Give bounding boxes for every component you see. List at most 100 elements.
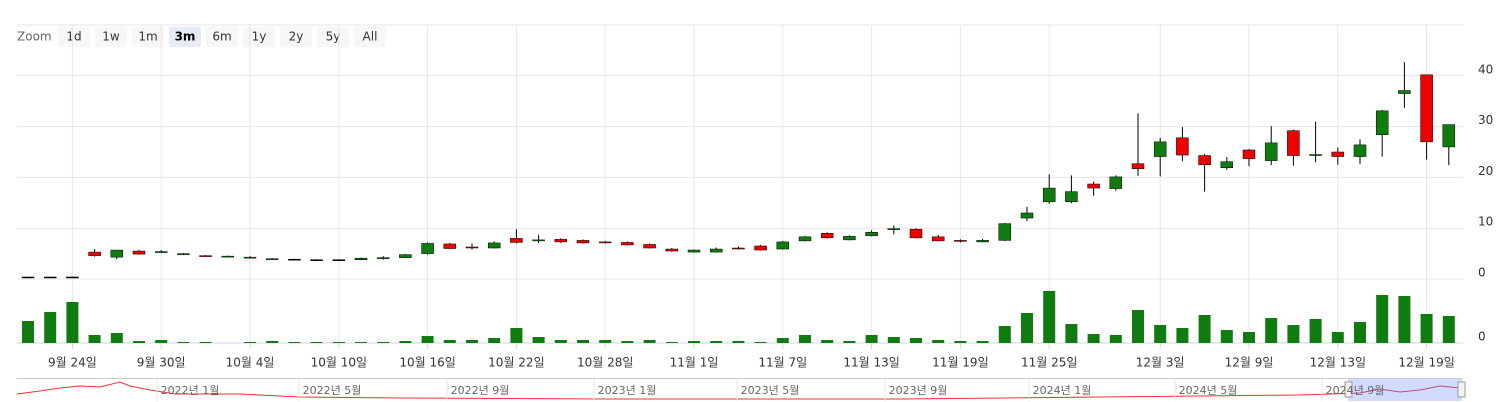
volume-bar — [599, 340, 612, 343]
zoom-label: Zoom — [17, 30, 52, 44]
zoom-bar: Zoom 1d 1w 1m 3m 6m 1y 2y 5y All — [17, 27, 386, 47]
zoom-button[interactable]: 5y — [317, 27, 349, 47]
x-tick-label: 10월 28일 — [577, 356, 633, 370]
volume-bar — [710, 341, 723, 343]
zoom-button[interactable]: 1w — [95, 27, 127, 47]
volume-bar — [22, 321, 34, 343]
volume-bar — [310, 342, 323, 343]
zoom-button-label[interactable]: 1w — [102, 30, 120, 44]
candle-body — [732, 247, 745, 250]
zoom-button-bg[interactable] — [206, 27, 238, 47]
volume-bar — [355, 342, 367, 343]
candle-body — [510, 238, 523, 243]
volume-bar — [199, 342, 212, 343]
y-tick-label: 0 — [1478, 330, 1486, 344]
nav-label: 2024년 5월 — [1179, 384, 1238, 397]
candle-body — [487, 242, 501, 249]
volume-bar — [377, 342, 390, 343]
candle-body — [1331, 151, 1345, 157]
volume-bar — [66, 302, 79, 343]
volume-bar — [621, 341, 634, 343]
volume-bar — [133, 341, 145, 343]
zoom-button-label[interactable]: 6m — [212, 30, 231, 44]
candle-body — [1131, 163, 1145, 170]
volume-bar — [688, 341, 700, 343]
volume-bar — [887, 337, 900, 343]
volume-bar — [110, 333, 123, 343]
zoom-button-label[interactable]: 1d — [66, 30, 81, 44]
nav-handle[interactable] — [1344, 381, 1353, 398]
candle-body — [1398, 90, 1411, 94]
volume-bar — [1109, 335, 1122, 343]
candle-body — [110, 249, 124, 258]
x-tick-label: 10월 10일 — [311, 356, 367, 370]
zoom-button-label[interactable]: 1m — [138, 30, 157, 44]
nav-handle[interactable] — [1457, 381, 1466, 398]
zoom-button-bg[interactable] — [243, 27, 275, 47]
candle-body — [887, 228, 901, 230]
y-tick-label: 0 — [1478, 266, 1486, 280]
volume-bar — [1265, 318, 1278, 343]
nav-selection[interactable] — [1348, 379, 1462, 401]
x-tick-label: 11월 25일 — [1021, 356, 1077, 370]
zoom-button[interactable]: 1d — [58, 27, 90, 47]
zoom-button-label[interactable]: 3m — [175, 30, 196, 44]
zoom-button-label[interactable]: 2y — [289, 30, 304, 44]
x-tick-label: 11월 19일 — [932, 356, 988, 370]
zoom-button-label[interactable]: 1y — [252, 30, 267, 44]
zoom-button[interactable]: 3m — [169, 27, 201, 47]
candle-body — [998, 223, 1012, 241]
volume-bar — [1198, 315, 1211, 343]
volume-bar — [1087, 334, 1100, 343]
zoom-button-bg[interactable] — [317, 27, 349, 47]
y-tick-label: 20 — [1478, 164, 1493, 178]
volume-bar — [1287, 325, 1300, 343]
volume-bar — [1376, 295, 1389, 343]
zoom-button-label[interactable]: 5y — [326, 30, 341, 44]
zoom-button-bg[interactable] — [280, 27, 312, 47]
nav-label: 2022년 5월 — [303, 384, 362, 397]
volume-bar — [510, 328, 523, 343]
candle-body — [576, 240, 590, 244]
y-tick-label: 40 — [1478, 62, 1493, 76]
volume-bar — [554, 340, 567, 343]
candle-body — [976, 240, 989, 243]
zoom-button-bg[interactable] — [58, 27, 90, 47]
candle-body — [88, 251, 101, 256]
candle-body — [177, 253, 190, 255]
zoom-button-bg[interactable] — [354, 27, 386, 47]
candle-body — [1309, 154, 1322, 156]
zoom-button-bg[interactable] — [95, 27, 127, 47]
volume-bar — [1065, 324, 1078, 343]
volume-bar — [1132, 310, 1144, 343]
volume-bar — [244, 342, 256, 343]
volume-bar — [399, 341, 412, 343]
volume-bar — [421, 336, 434, 343]
zoom-button[interactable]: All — [354, 27, 386, 47]
candle-body — [776, 241, 790, 250]
volume-bar — [332, 342, 345, 343]
zoom-button-bg[interactable] — [132, 27, 164, 47]
candle-body — [21, 276, 35, 279]
volume-bar — [1331, 332, 1344, 343]
x-tick-label: 11월 13일 — [843, 356, 899, 370]
candle-body — [621, 242, 634, 246]
candle-body — [1287, 130, 1300, 156]
volume-bar — [643, 340, 656, 343]
zoom-button[interactable]: 2y — [280, 27, 312, 47]
candle-body — [43, 276, 57, 279]
nav-label: 2024년 9월 — [1326, 384, 1385, 397]
candle-body — [1264, 142, 1278, 161]
candle-body — [665, 248, 679, 252]
zoom-button-label[interactable]: All — [363, 30, 378, 44]
zoom-button[interactable]: 6m — [206, 27, 238, 47]
volume-bar — [776, 338, 789, 343]
volume-bar — [1021, 313, 1033, 343]
zoom-button[interactable]: 1m — [132, 27, 164, 47]
zoom-button[interactable]: 1y — [243, 27, 275, 47]
x-tick-label: 12월 19일 — [1398, 356, 1454, 370]
nav-label: 2023년 9월 — [889, 384, 948, 397]
candle-body — [554, 239, 568, 243]
candle-body — [66, 276, 79, 279]
zoom-button-bg[interactable] — [169, 27, 201, 47]
